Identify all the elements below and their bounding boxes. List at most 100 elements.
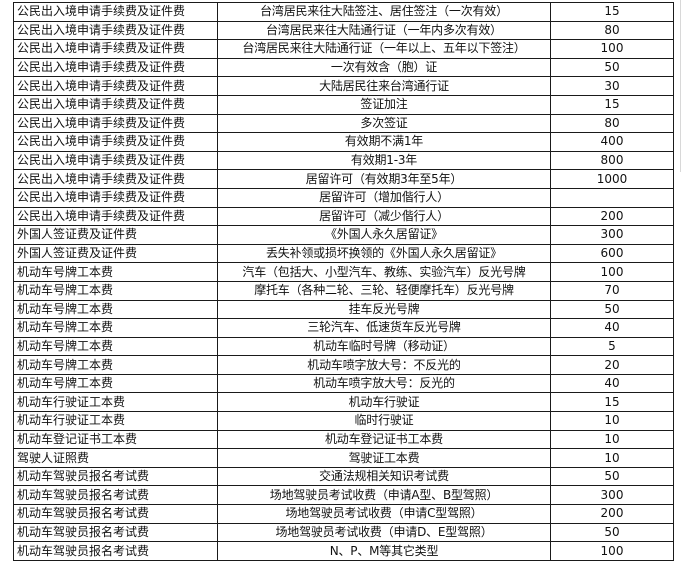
fee-item-cell: 场地驾驶员考试收费（申请A型、B型驾照） xyxy=(217,485,551,506)
table-row: 机动车驾驶员报名考试费 交通法规相关知识考试费 50 xyxy=(13,466,674,487)
table-row: 公民出入境申请手续费及证件费 居留许可（增加偕行人） xyxy=(13,187,674,208)
fee-item-cell: 《外国人永久居留证》 xyxy=(217,225,551,245)
fee-amount-cell: 80 xyxy=(550,113,674,134)
table-row: 机动车行驶证工本费 机动车行驶证 15 xyxy=(13,392,674,413)
fee-category-cell: 公民出入境申请手续费及证件费 xyxy=(13,187,218,208)
fee-category-cell: 公民出入境申请手续费及证件费 xyxy=(13,113,218,134)
fee-amount-cell: 80 xyxy=(550,20,674,41)
fee-category-cell: 公民出入境申请手续费及证件费 xyxy=(13,94,218,115)
table-row: 机动车号牌工本费 三轮汽车、低速货车反光号牌 40 xyxy=(13,318,674,338)
fee-amount-cell: 1000 xyxy=(550,169,674,189)
fee-category-cell: 机动车驾驶员报名考试费 xyxy=(13,504,218,524)
fee-table: 公民出入境申请手续费及证件费 台湾居民来往大陆签注、居住签注（一次有效） 15 公民出… xyxy=(13,2,674,561)
fee-category-cell: 公民出入境申请手续费及证件费 xyxy=(13,20,218,41)
fee-amount-cell: 15 xyxy=(550,94,674,115)
fee-amount-cell: 10 xyxy=(550,411,674,431)
fee-item-cell: 交通法规相关知识考试费 xyxy=(217,466,551,487)
fee-category-cell: 机动车驾驶员报名考试费 xyxy=(13,485,218,506)
fee-item-cell: 一次有效含（胞）证 xyxy=(217,57,551,78)
fee-category-cell: 机动车驾驶员报名考试费 xyxy=(13,466,218,487)
table-row: 外国人签证费及证件费 丢失补领或损坏换领的《外国人永久居留证》 600 xyxy=(13,243,674,264)
fee-category-cell: 外国人签证费及证件费 xyxy=(13,243,218,264)
fee-amount-cell: 300 xyxy=(550,485,674,506)
table-row: 公民出入境申请手续费及证件费 多次签证 80 xyxy=(13,113,674,134)
table-row: 外国人签证费及证件费 《外国人永久居留证》 300 xyxy=(13,225,674,245)
fee-category-cell: 公民出入境申请手续费及证件费 xyxy=(13,132,218,152)
fee-amount-cell: 200 xyxy=(550,206,674,227)
table-row: 机动车驾驶员报名考试费 场地驾驶员考试收费（申请C型驾照） 200 xyxy=(13,504,674,524)
table-row: 机动车号牌工本费 汽车（包括大、小型汽车、教练、实验汽车）反光号牌 100 xyxy=(13,262,674,282)
fee-category-cell: 机动车登记证书工本费 xyxy=(13,429,218,450)
fee-category-cell: 公民出入境申请手续费及证件费 xyxy=(13,39,218,59)
fee-amount-cell: 5 xyxy=(550,336,674,357)
fee-amount-cell: 15 xyxy=(550,392,674,413)
fee-category-cell: 公民出入境申请手续费及证件费 xyxy=(13,76,218,96)
fee-item-cell: 有效期1-3年 xyxy=(217,150,551,171)
fee-amount-cell: 40 xyxy=(550,318,674,338)
fee-amount-cell: 300 xyxy=(550,225,674,245)
fee-item-cell: 有效期不满1年 xyxy=(217,132,551,152)
fee-amount-cell: 200 xyxy=(550,504,674,524)
fee-amount-cell: 20 xyxy=(550,355,674,375)
fee-category-cell: 机动车号牌工本费 xyxy=(13,373,218,394)
fee-item-cell: 丢失补领或损坏换领的《外国人永久居留证》 xyxy=(217,243,551,264)
fee-category-cell: 机动车行驶证工本费 xyxy=(13,411,218,431)
fee-amount-cell xyxy=(550,187,674,208)
fee-amount-cell: 100 xyxy=(550,541,674,561)
fee-category-cell: 驾驶人证照费 xyxy=(13,448,218,468)
fee-amount-cell: 40 xyxy=(550,373,674,394)
table-row: 机动车驾驶员报名考试费 场地驾驶员考试收费（申请D、E型驾照） 50 xyxy=(13,522,674,543)
fee-category-cell: 机动车驾驶员报名考试费 xyxy=(13,541,218,561)
fee-item-cell: 场地驾驶员考试收费（申请D、E型驾照） xyxy=(217,522,551,543)
table-row: 公民出入境申请手续费及证件费 居留许可（有效期3年至5年） 1000 xyxy=(13,169,674,189)
fee-category-cell: 公民出入境申请手续费及证件费 xyxy=(13,169,218,189)
table-row: 公民出入境申请手续费及证件费 签证加注 15 xyxy=(13,94,674,115)
table-row: 公民出入境申请手续费及证件费 台湾居民来往大陆签注、居住签注（一次有效） 15 xyxy=(13,2,674,22)
fee-amount-cell: 50 xyxy=(550,522,674,543)
table-row: 机动车驾驶员报名考试费 N、P、M等其它类型 100 xyxy=(13,541,674,561)
fee-item-cell: 台湾居民来往大陆通行证（一年以上、五年以下签注） xyxy=(217,39,551,59)
table-row: 机动车号牌工本费 摩托车（各种二轮、三轮、轻便摩托车）反光号牌 70 xyxy=(13,280,674,301)
fee-category-cell: 机动车行驶证工本费 xyxy=(13,392,218,413)
table-row: 公民出入境申请手续费及证件费 台湾居民来往大陆通行证（一年内多次有效） 80 xyxy=(13,20,674,41)
table-row: 公民出入境申请手续费及证件费 有效期1-3年 800 xyxy=(13,150,674,171)
table-row: 机动车登记证书工本费 机动车登记证书工本费 10 xyxy=(13,429,674,450)
fee-item-cell: 临时行驶证 xyxy=(217,411,551,431)
fee-item-cell: 摩托车（各种二轮、三轮、轻便摩托车）反光号牌 xyxy=(217,280,551,301)
fee-category-cell: 机动车号牌工本费 xyxy=(13,318,218,338)
fee-amount-cell: 70 xyxy=(550,280,674,301)
fee-item-cell: 场地驾驶员考试收费（申请C型驾照） xyxy=(217,504,551,524)
fee-item-cell: N、P、M等其它类型 xyxy=(217,541,551,561)
fee-amount-cell: 50 xyxy=(550,299,674,320)
fee-item-cell: 三轮汽车、低速货车反光号牌 xyxy=(217,318,551,338)
fee-item-cell: 机动车行驶证 xyxy=(217,392,551,413)
fee-item-cell: 机动车临时号牌（移动证） xyxy=(217,336,551,357)
fee-category-cell: 公民出入境申请手续费及证件费 xyxy=(13,57,218,78)
fee-amount-cell: 800 xyxy=(550,150,674,171)
fee-amount-cell: 600 xyxy=(550,243,674,264)
fee-item-cell: 挂车反光号牌 xyxy=(217,299,551,320)
fee-amount-cell: 100 xyxy=(550,39,674,59)
page-edge-line xyxy=(680,0,681,172)
fee-item-cell: 居留许可（增加偕行人） xyxy=(217,187,551,208)
fee-category-cell: 公民出入境申请手续费及证件费 xyxy=(13,206,218,227)
fee-amount-cell: 15 xyxy=(550,2,674,22)
fee-item-cell: 汽车（包括大、小型汽车、教练、实验汽车）反光号牌 xyxy=(217,262,551,282)
fee-category-cell: 机动车号牌工本费 xyxy=(13,262,218,282)
fee-category-cell: 机动车驾驶员报名考试费 xyxy=(13,522,218,543)
fee-item-cell: 机动车喷字放大号：反光的 xyxy=(217,373,551,394)
fee-item-cell: 台湾居民来往大陆通行证（一年内多次有效） xyxy=(217,20,551,41)
table-row: 公民出入境申请手续费及证件费 一次有效含（胞）证 50 xyxy=(13,57,674,78)
fee-amount-cell: 400 xyxy=(550,132,674,152)
table-row: 公民出入境申请手续费及证件费 台湾居民来往大陆通行证（一年以上、五年以下签注） 10… xyxy=(13,39,674,59)
fee-amount-cell: 10 xyxy=(550,448,674,468)
fee-item-cell: 居留许可（有效期3年至5年） xyxy=(217,169,551,189)
table-row: 驾驶人证照费 驾驶证工本费 10 xyxy=(13,448,674,468)
table-row: 机动车号牌工本费 机动车喷字放大号：不反光的 20 xyxy=(13,355,674,375)
fee-item-cell: 台湾居民来往大陆签注、居住签注（一次有效） xyxy=(217,2,551,22)
table-row: 机动车号牌工本费 挂车反光号牌 50 xyxy=(13,299,674,320)
table-row: 公民出入境申请手续费及证件费 居留许可（减少偕行人） 200 xyxy=(13,206,674,227)
fee-amount-cell: 100 xyxy=(550,262,674,282)
table-row: 机动车驾驶员报名考试费 场地驾驶员考试收费（申请A型、B型驾照） 300 xyxy=(13,485,674,506)
fee-category-cell: 机动车号牌工本费 xyxy=(13,299,218,320)
